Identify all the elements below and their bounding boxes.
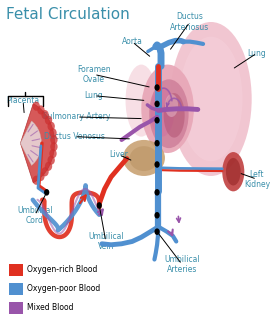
Text: Umbilical
Cord: Umbilical Cord	[17, 206, 53, 225]
Circle shape	[50, 135, 58, 144]
Circle shape	[154, 117, 160, 124]
Text: Oxygen-poor Blood: Oxygen-poor Blood	[27, 285, 100, 293]
Text: Placenta: Placenta	[7, 96, 40, 105]
Text: Foramen
Ovale: Foramen Ovale	[77, 65, 111, 84]
Text: Fetal Circulation: Fetal Circulation	[6, 7, 130, 22]
Circle shape	[50, 142, 58, 151]
Circle shape	[37, 172, 45, 181]
Bar	[9, 265, 23, 276]
Text: Mixed Blood: Mixed Blood	[27, 303, 73, 313]
Text: Umbilical
Arteries: Umbilical Arteries	[164, 255, 200, 274]
Text: Ductus Venosus: Ductus Venosus	[44, 132, 105, 141]
Circle shape	[49, 149, 57, 158]
Text: Ductus
Arteriosus: Ductus Arteriosus	[170, 12, 209, 32]
Text: Lung: Lung	[248, 49, 266, 58]
Ellipse shape	[222, 152, 244, 191]
Text: Oxygen-rich Blood: Oxygen-rich Blood	[27, 266, 97, 274]
Bar	[9, 283, 23, 294]
Ellipse shape	[129, 146, 158, 171]
Ellipse shape	[164, 93, 185, 138]
Ellipse shape	[170, 22, 252, 176]
Ellipse shape	[126, 64, 157, 137]
Text: Umbilical
Vein: Umbilical Vein	[88, 232, 124, 251]
Circle shape	[154, 189, 160, 196]
Ellipse shape	[149, 79, 188, 148]
Circle shape	[33, 176, 40, 185]
Circle shape	[154, 84, 160, 91]
Ellipse shape	[141, 64, 194, 153]
Wedge shape	[20, 104, 55, 183]
Circle shape	[97, 202, 102, 209]
Ellipse shape	[165, 94, 178, 117]
Ellipse shape	[226, 158, 241, 186]
Circle shape	[45, 115, 52, 125]
Text: Liver: Liver	[110, 150, 128, 159]
Circle shape	[154, 212, 160, 218]
Circle shape	[37, 105, 45, 114]
Ellipse shape	[123, 140, 165, 176]
Text: Lung: Lung	[85, 91, 103, 100]
Circle shape	[33, 102, 40, 111]
Circle shape	[48, 122, 55, 131]
Text: Aorta: Aorta	[122, 37, 143, 46]
Circle shape	[48, 156, 55, 165]
Circle shape	[49, 128, 57, 138]
Circle shape	[154, 101, 160, 107]
Circle shape	[154, 161, 160, 168]
Circle shape	[41, 110, 49, 119]
Wedge shape	[20, 121, 41, 165]
Circle shape	[41, 167, 49, 176]
Circle shape	[45, 162, 52, 171]
Text: Pulmonary Artery: Pulmonary Artery	[43, 113, 111, 121]
Circle shape	[154, 140, 160, 146]
Ellipse shape	[150, 88, 174, 137]
Text: Left
Kidney: Left Kidney	[244, 169, 270, 189]
Ellipse shape	[180, 37, 242, 161]
Circle shape	[154, 228, 160, 235]
Bar	[9, 302, 23, 314]
Circle shape	[44, 189, 49, 196]
